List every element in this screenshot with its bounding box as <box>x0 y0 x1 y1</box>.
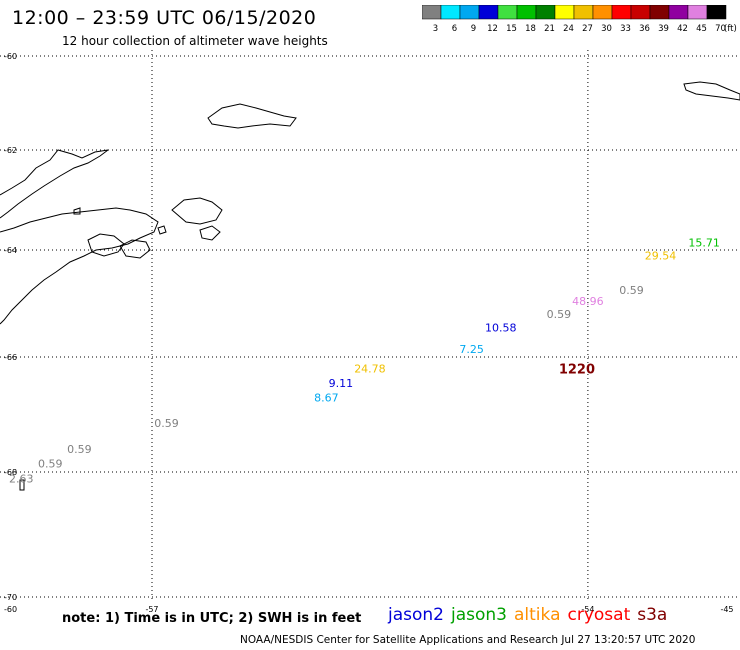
swh-label: 48.96 <box>572 295 604 308</box>
satellite-legend: jason2 jason3 altika cryosat s3a <box>388 605 674 625</box>
lat-label-3: -66 <box>4 353 17 362</box>
colorbar-tick-3: 12 <box>487 24 498 34</box>
lat-label-2: -64 <box>4 246 17 255</box>
coastline-antarctic-peninsula <box>0 149 159 325</box>
time-labels: 12181219122012211952195 <box>559 363 595 378</box>
colorbar-swatch-10 <box>611 5 632 20</box>
swh-label: 0.59 <box>619 284 644 297</box>
colorbar-swatch-14 <box>687 5 708 20</box>
colorbar-tick-0: 3 <box>433 24 438 34</box>
map-gridlines <box>0 50 740 600</box>
lat-label-0: -60 <box>4 52 17 61</box>
page-subtitle: 12 hour collection of altimeter wave hei… <box>62 34 328 48</box>
colorbar-tick-2: 9 <box>471 24 476 34</box>
swh-label: 0.59 <box>38 457 63 470</box>
colorbar-tick-12: 39 <box>658 24 669 34</box>
swh-label: 24.78 <box>354 363 386 376</box>
colorbar-swatch-5 <box>516 5 537 20</box>
colorbar-tick-6: 21 <box>544 24 555 34</box>
swh-label: 15.71 <box>688 237 720 250</box>
colorbar-swatch-12 <box>649 5 670 20</box>
colorbar-swatch-11 <box>630 5 651 20</box>
colorbar-swatch-7 <box>554 5 575 20</box>
colorbar-tick-10: 33 <box>620 24 631 34</box>
colorbar-swatch-3 <box>478 5 499 20</box>
colorbar-tick-4: 15 <box>506 24 517 34</box>
coastline-small-1 <box>73 207 81 215</box>
colorbar-tick-11: 36 <box>639 24 650 34</box>
swh-label: 0.59 <box>547 308 572 321</box>
colorbar-swatch-1 <box>440 5 461 20</box>
lat-label-5: -70 <box>4 593 17 602</box>
lat-label-1: -62 <box>4 146 17 155</box>
legend-item-s3a: s3a <box>637 605 668 625</box>
swh-label: 7.25 <box>459 343 484 356</box>
coastline-island-7 <box>19 479 25 491</box>
colorbar-unit: (ft) <box>724 24 737 34</box>
lon-label-1: -54 <box>581 605 594 614</box>
legend-item-jason2: jason2 <box>388 605 444 625</box>
time-label: 1220 <box>559 363 595 378</box>
swh-label: 2.63 <box>9 472 34 485</box>
coastline-island-1 <box>87 233 125 257</box>
colorbar: 3 6 9 12 15 18 21 24 27 30 33 36 39 42 45 70(ft) <box>422 5 737 34</box>
coastline-island-4 <box>199 225 221 241</box>
lon-label-4: -45 <box>720 605 733 614</box>
colorbar-swatch-6 <box>535 5 556 20</box>
credit-line: NOAA/NESDIS Center for Satellite Applica… <box>240 634 696 646</box>
colorbar-swatch-13 <box>668 5 689 20</box>
legend-item-altika: altika <box>514 605 561 625</box>
colorbar-tick-15: 70 <box>715 24 726 34</box>
lon-label-0: -57 <box>145 605 158 614</box>
coastline-island-6 <box>683 81 740 101</box>
colorbar-tick-1: 6 <box>452 24 457 34</box>
coastline-island-2 <box>119 239 151 259</box>
swh-label: 0.59 <box>67 443 92 456</box>
colorbar-tick-14: 45 <box>696 24 707 34</box>
colorbar-tick-7: 24 <box>563 24 574 34</box>
footer-note: note: 1) Time is in UTC; 2) SWH is in fe… <box>62 611 362 626</box>
coastline-small-2 <box>157 225 167 235</box>
colorbar-tick-5: 18 <box>525 24 536 34</box>
colorbar-swatch-4 <box>497 5 518 20</box>
colorbar-swatch-9 <box>592 5 613 20</box>
colorbar-swatch-15 <box>706 5 727 20</box>
colorbar-swatch-0 <box>422 5 442 20</box>
colorbar-tick-8: 27 <box>582 24 593 34</box>
axis-labels: -60-62-64-66-68-70-57-54-51-48-45-60 <box>4 52 734 614</box>
corner-lon-label: -60 <box>4 605 17 614</box>
measurement-labels: 13.910.864.722.6535.320.590.5910.0011.48… <box>9 237 720 486</box>
swh-label: 10.58 <box>485 322 517 335</box>
legend-item-cryosat: cryosat <box>567 605 631 625</box>
swh-label: 0.59 <box>154 417 179 430</box>
legend-item-jason3: jason3 <box>451 605 507 625</box>
page-title: 12:00 – 23:59 UTC 06/15/2020 <box>12 7 317 29</box>
coastline <box>0 81 740 491</box>
colorbar-tick-13: 42 <box>677 24 688 34</box>
swh-label: 9.11 <box>329 377 354 390</box>
coastline-island-3 <box>171 197 223 225</box>
swh-label: 29.54 <box>645 249 677 262</box>
lat-label-4: -68 <box>4 468 17 477</box>
coastline-island-5 <box>207 103 297 129</box>
colorbar-swatch-2 <box>459 5 480 20</box>
colorbar-swatch-8 <box>573 5 594 20</box>
colorbar-tick-9: 30 <box>601 24 612 34</box>
swh-label: 8.67 <box>314 391 339 404</box>
